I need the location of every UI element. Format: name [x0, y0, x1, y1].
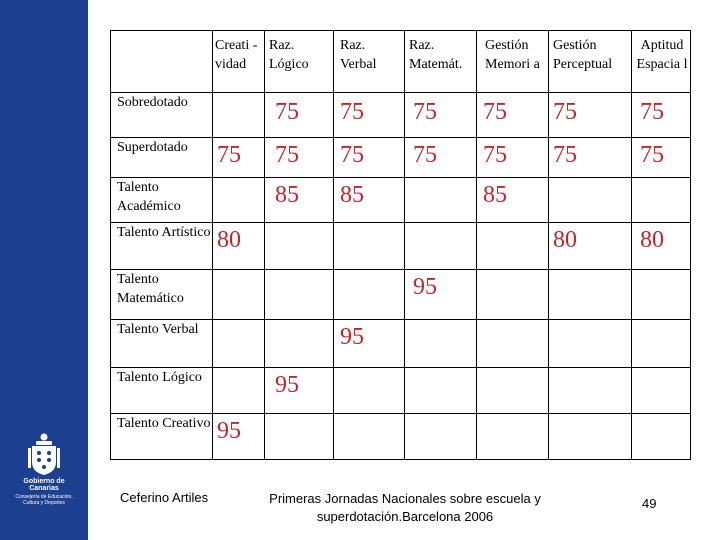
- table-row: Talento Artístico 80 80 80: [110, 222, 691, 270]
- score-cell: 75: [404, 137, 477, 178]
- row-label: Talento Artístico: [110, 222, 213, 270]
- score-cell: [631, 269, 691, 320]
- row-label: Talento Verbal: [110, 319, 213, 368]
- table-row: Talento Creativo 95: [110, 413, 691, 460]
- event-line-2: superdotación.Barcelona 2006: [316, 509, 494, 524]
- row-label: Talento Matemático: [110, 269, 213, 320]
- logo-dept-name: Consejería de Educación, Cultura y Depor…: [15, 494, 73, 506]
- score-cell: [264, 413, 334, 460]
- score-cell: 75: [476, 92, 549, 138]
- table-row: Talento Académico 85 85 85: [110, 177, 691, 223]
- score-cell: 75: [212, 137, 265, 178]
- score-cell: 95: [404, 269, 477, 320]
- government-logo: Gobierno de Canarias Consejería de Educa…: [8, 432, 80, 506]
- row-label: Superdotado: [110, 137, 213, 178]
- score-cell: [212, 367, 265, 414]
- score-cell: [548, 177, 632, 223]
- score-cell: [333, 367, 405, 414]
- score-cell: [404, 319, 477, 368]
- score-cell: 75: [333, 137, 405, 178]
- row-label: Talento Académico: [110, 177, 213, 223]
- column-header: Raz. Verbal: [333, 30, 405, 93]
- score-cell: 80: [212, 222, 265, 270]
- score-cell: [476, 413, 549, 460]
- logo-org-name: Gobierno de Canarias: [23, 478, 65, 492]
- table-row: Superdotado 75 75 75 75 75 75 75: [110, 137, 691, 178]
- header-row: Creati -vidad Raz. Lógico Raz. Verbal Raz. …: [110, 30, 691, 93]
- table-row: Sobredotado 75 75 75 75 75 75: [110, 92, 691, 138]
- score-cell: 95: [333, 319, 405, 368]
- score-cell: [212, 319, 265, 368]
- score-cell: 85: [476, 177, 549, 223]
- score-cell: [476, 319, 549, 368]
- score-cell: 80: [631, 222, 691, 270]
- score-cell: [631, 367, 691, 414]
- score-cell: [404, 413, 477, 460]
- score-cell: [333, 413, 405, 460]
- score-cell: 75: [548, 137, 632, 178]
- score-cell: 85: [264, 177, 334, 223]
- row-label: Talento Creativo: [110, 413, 213, 460]
- score-cell: 75: [333, 92, 405, 138]
- table-row: Talento Matemático 95: [110, 269, 691, 320]
- score-cell: 75: [631, 92, 691, 138]
- score-cell: 95: [264, 367, 334, 414]
- score-cell: [404, 367, 477, 414]
- score-cell: [404, 177, 477, 223]
- column-header: Aptitud Espacia l: [631, 30, 691, 93]
- score-cell: 75: [404, 92, 477, 138]
- score-cell: [476, 269, 549, 320]
- score-cell: [212, 177, 265, 223]
- score-cell: [264, 222, 334, 270]
- talent-matrix-table: Creati -vidad Raz. Lógico Raz. Verbal Raz. …: [110, 30, 691, 460]
- column-header: Raz. Matemát.: [404, 30, 477, 93]
- score-cell: [212, 269, 265, 320]
- score-cell: 80: [548, 222, 632, 270]
- score-cell: [631, 319, 691, 368]
- score-cell: [631, 177, 691, 223]
- row-label: Sobredotado: [110, 92, 213, 138]
- event-caption: Primeras Jornadas Nacionales sobre escue…: [230, 490, 580, 526]
- page-number: 49: [642, 496, 657, 511]
- score-cell: [404, 222, 477, 270]
- row-label: Talento Lógico: [110, 367, 213, 414]
- score-cell: 75: [264, 92, 334, 138]
- score-cell: [333, 222, 405, 270]
- column-header: Raz. Lógico: [264, 30, 334, 93]
- score-cell: [631, 413, 691, 460]
- score-cell: [548, 269, 632, 320]
- corner-cell: [110, 30, 213, 93]
- table-row: Talento Verbal 95: [110, 319, 691, 368]
- score-cell: 85: [333, 177, 405, 223]
- column-header: Gestión Perceptual: [548, 30, 632, 93]
- coat-of-arms-icon: [28, 433, 60, 475]
- score-cell: [548, 367, 632, 414]
- score-cell: [264, 319, 334, 368]
- score-cell: [548, 413, 632, 460]
- score-cell: [476, 222, 549, 270]
- event-line-1: Primeras Jornadas Nacionales sobre escue…: [269, 491, 541, 506]
- column-header: Creati -vidad: [212, 30, 265, 93]
- score-cell: 75: [548, 92, 632, 138]
- score-cell: 75: [631, 137, 691, 178]
- score-cell: [476, 367, 549, 414]
- score-cell: [333, 269, 405, 320]
- score-cell: [264, 269, 334, 320]
- sidebar: Gobierno de Canarias Consejería de Educa…: [0, 0, 88, 540]
- table-row: Talento Lógico 95: [110, 367, 691, 414]
- score-cell: [548, 319, 632, 368]
- score-cell: [212, 92, 265, 138]
- author-name: Ceferino Artiles: [120, 490, 209, 505]
- score-cell: 75: [476, 137, 549, 178]
- score-cell: 75: [264, 137, 334, 178]
- score-cell: 95: [212, 413, 265, 460]
- column-header: Gestión Memori a: [476, 30, 549, 93]
